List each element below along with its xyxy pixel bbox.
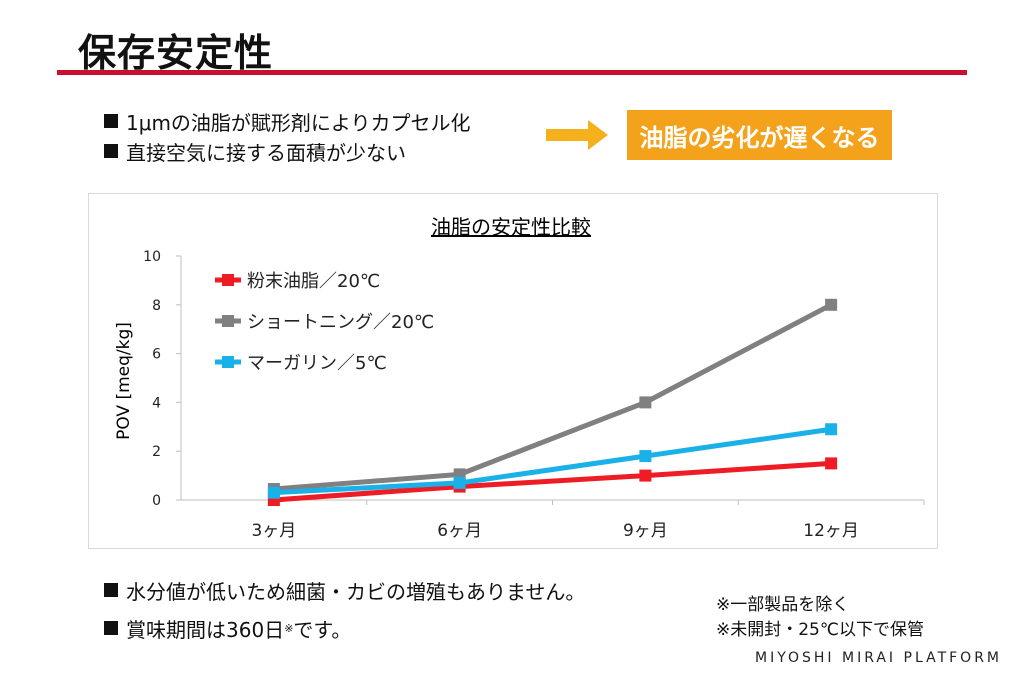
y-tick-label: 2 bbox=[152, 444, 161, 460]
x-tick-label: 3ヶ月 bbox=[251, 521, 296, 541]
series-layer bbox=[267, 298, 838, 506]
data-point bbox=[825, 298, 838, 311]
pov-line-chart: 油脂の安定性比較 POV [meq/kg] 0 2 4 6 8 10 3ヶ月 6ヶ月 9ヶ月 12… bbox=[114, 215, 925, 541]
x-tick-label: 12ヶ月 bbox=[803, 521, 859, 541]
bottom-bullets: 水分値が低いため細菌・カビの増殖もありません。 賞味期間は360日 ※ です。 bbox=[104, 575, 585, 643]
bullet-item: 水分値が低いため細菌・カビの増殖もありません。 bbox=[104, 575, 585, 605]
footer-brand: MIYOSHI MIRAI PLATFORM bbox=[754, 650, 1002, 666]
legend-item: ショートニング／20℃ bbox=[215, 312, 434, 333]
callout-text: 油脂の劣化が遅くなる bbox=[639, 123, 880, 152]
bullet-text: 直接空気に接する面積が少ない bbox=[126, 140, 406, 165]
data-point bbox=[825, 457, 838, 470]
legend-item: マーガリン／5℃ bbox=[215, 353, 387, 374]
bullet-text-suffix: です。 bbox=[293, 617, 352, 642]
series-line bbox=[273, 302, 833, 492]
square-bullet-icon bbox=[104, 144, 118, 158]
bullet-item: 直接空気に接する面積が少ない bbox=[104, 136, 471, 166]
x-tick-label: 6ヶ月 bbox=[437, 521, 482, 541]
legend-label: ショートニング／20℃ bbox=[247, 312, 434, 333]
footnote-mark: ※ bbox=[284, 621, 294, 635]
bullet-text: 賞味期間は360日 bbox=[126, 617, 285, 642]
data-point bbox=[639, 450, 652, 463]
legend-label: マーガリン／5℃ bbox=[247, 353, 387, 374]
title-rule bbox=[57, 70, 967, 75]
y-tick-label: 10 bbox=[143, 249, 161, 265]
bullet-text: 水分値が低いため細菌・カビの増殖もありません。 bbox=[126, 579, 586, 604]
top-bullets: 1μmの油脂が賦形剤によりカプセル化 直接空気に接する面積が少ない bbox=[104, 106, 471, 166]
legend-swatch-marker bbox=[222, 356, 234, 368]
square-bullet-icon bbox=[104, 621, 118, 635]
y-tick-label: 0 bbox=[152, 493, 161, 509]
chart-title: 油脂の安定性比較 bbox=[431, 215, 591, 239]
series-2 bbox=[267, 423, 838, 499]
legend-item: 粉末油脂／20℃ bbox=[215, 271, 380, 292]
callout-box: 油脂の劣化が遅くなる bbox=[627, 110, 892, 160]
bullet-item: 1μmの油脂が賦形剤によりカプセル化 bbox=[104, 106, 471, 136]
note-item: ※一部製品を除く bbox=[716, 595, 850, 615]
y-tick-label: 6 bbox=[152, 347, 161, 363]
notes: ※一部製品を除く ※未開封・25℃以下で保管 bbox=[716, 593, 924, 643]
page-title: 保存安定性 bbox=[78, 31, 274, 75]
data-point bbox=[267, 486, 280, 499]
axes: 0 2 4 6 8 10 3ヶ月 6ヶ月 9ヶ月 12ヶ月 bbox=[143, 249, 925, 541]
right-arrow-icon bbox=[546, 120, 608, 150]
y-tick-label: 8 bbox=[152, 298, 161, 314]
legend-swatch-marker bbox=[222, 274, 234, 286]
series-line bbox=[273, 426, 832, 496]
legend: 粉末油脂／20℃ ショートニング／20℃ マーガリン／5℃ bbox=[215, 271, 434, 374]
data-point bbox=[639, 396, 652, 409]
bullet-item: 賞味期間は360日 ※ です。 bbox=[104, 613, 585, 643]
chart-panel: 油脂の安定性比較 POV [meq/kg] 0 2 4 6 8 10 3ヶ月 6ヶ月 9ヶ月 12… bbox=[88, 193, 938, 549]
y-tick-label: 4 bbox=[152, 395, 161, 411]
note-item: ※未開封・25℃以下で保管 bbox=[716, 620, 924, 640]
series-line bbox=[273, 460, 832, 503]
legend-swatch-marker bbox=[222, 315, 234, 327]
data-point bbox=[825, 423, 838, 436]
bullet-text: 1μmの油脂が賦形剤によりカプセル化 bbox=[126, 110, 471, 135]
data-point bbox=[639, 469, 652, 482]
square-bullet-icon bbox=[104, 583, 118, 597]
data-point bbox=[453, 476, 466, 489]
square-bullet-icon bbox=[104, 114, 118, 128]
x-tick-label: 9ヶ月 bbox=[623, 521, 668, 541]
legend-label: 粉末油脂／20℃ bbox=[247, 271, 380, 292]
y-axis-label: POV [meq/kg] bbox=[114, 322, 134, 440]
